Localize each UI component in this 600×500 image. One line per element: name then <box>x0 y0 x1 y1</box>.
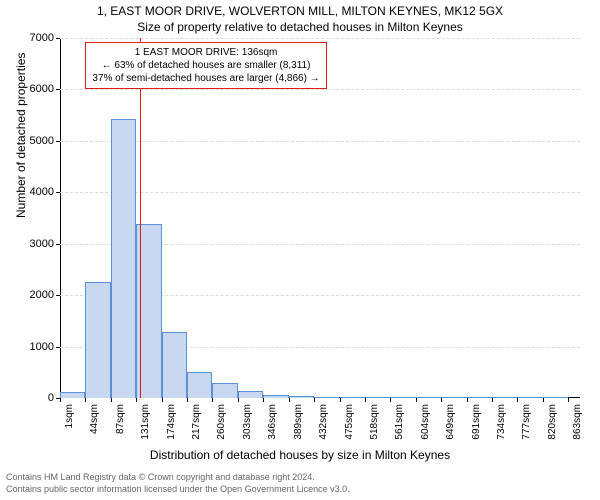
histogram-bar <box>187 372 212 398</box>
gridline <box>60 141 580 142</box>
x-tick-label: 346sqm <box>267 404 278 464</box>
x-tick-label: 863sqm <box>572 404 583 464</box>
x-tick-label: 604sqm <box>420 404 431 464</box>
x-tick <box>365 398 366 402</box>
x-tick <box>212 398 213 402</box>
histogram-bar <box>390 397 415 398</box>
histogram-bar <box>85 282 110 398</box>
gridline <box>60 38 580 39</box>
x-tick <box>60 398 61 402</box>
chart-container: 1, EAST MOOR DRIVE, WOLVERTON MILL, MILT… <box>0 0 600 500</box>
x-tick <box>416 398 417 402</box>
x-tick <box>111 398 112 402</box>
histogram-bar <box>60 392 85 398</box>
x-tick-label: 649sqm <box>445 404 456 464</box>
x-tick-label: 174sqm <box>166 404 177 464</box>
x-tick <box>340 398 341 402</box>
chart-title: Size of property relative to detached ho… <box>0 20 600 34</box>
legend-line-1: 1 EAST MOOR DRIVE: 136sqm <box>92 46 319 59</box>
histogram-bar <box>289 396 314 398</box>
histogram-bar <box>365 397 390 398</box>
y-tick <box>56 38 60 39</box>
y-tick-label: 7000 <box>0 32 54 44</box>
histogram-bar <box>162 332 187 398</box>
histogram-bar <box>238 391 263 398</box>
gridline <box>60 89 580 90</box>
histogram-bar <box>263 395 288 398</box>
property-marker-line <box>140 38 141 398</box>
x-tick-label: 820sqm <box>547 404 558 464</box>
histogram-bar <box>212 383 237 398</box>
x-tick <box>263 398 264 402</box>
histogram-bar <box>441 397 466 398</box>
plot-inner <box>60 38 580 398</box>
histogram-bar <box>340 397 365 398</box>
x-tick <box>314 398 315 402</box>
x-tick-label: 734sqm <box>496 404 507 464</box>
x-tick <box>187 398 188 402</box>
x-tick <box>492 398 493 402</box>
y-tick-label: 0 <box>0 392 54 404</box>
x-tick-label: 1sqm <box>64 404 75 464</box>
x-tick-label: 260sqm <box>216 404 227 464</box>
footer-line-1: Contains HM Land Registry data © Crown c… <box>6 472 315 483</box>
y-tick-label: 2000 <box>0 289 54 301</box>
histogram-bar <box>416 397 441 398</box>
y-tick <box>56 244 60 245</box>
legend-line-2: ← 63% of detached houses are smaller (8,… <box>92 59 319 72</box>
x-tick-label: 44sqm <box>89 404 100 464</box>
x-tick <box>543 398 544 402</box>
y-tick <box>56 89 60 90</box>
x-tick <box>85 398 86 402</box>
x-tick-label: 389sqm <box>293 404 304 464</box>
x-tick <box>162 398 163 402</box>
x-tick-label: 518sqm <box>369 404 380 464</box>
x-tick-label: 561sqm <box>394 404 405 464</box>
x-tick-label: 217sqm <box>191 404 202 464</box>
legend-line-3: 37% of semi-detached houses are larger (… <box>92 72 319 85</box>
x-tick-label: 87sqm <box>115 404 126 464</box>
y-tick <box>56 295 60 296</box>
histogram-bar <box>467 397 492 398</box>
y-tick <box>56 347 60 348</box>
x-tick <box>441 398 442 402</box>
y-tick-label: 3000 <box>0 238 54 250</box>
x-tick <box>517 398 518 402</box>
footer-line-2: Contains public sector information licen… <box>6 484 350 495</box>
gridline <box>60 192 580 193</box>
x-tick-label: 131sqm <box>140 404 151 464</box>
y-tick-label: 6000 <box>0 83 54 95</box>
x-tick-label: 691sqm <box>471 404 482 464</box>
x-tick <box>136 398 137 402</box>
x-tick-label: 432sqm <box>318 404 329 464</box>
histogram-bar <box>314 397 339 398</box>
histogram-bar <box>492 397 517 398</box>
y-tick-label: 1000 <box>0 341 54 353</box>
y-tick <box>56 141 60 142</box>
x-tick <box>568 398 569 402</box>
x-tick-label: 777sqm <box>521 404 532 464</box>
marker-legend: 1 EAST MOOR DRIVE: 136sqm ← 63% of detac… <box>85 42 326 89</box>
x-tick-label: 303sqm <box>242 404 253 464</box>
plot-area: 1 EAST MOOR DRIVE: 136sqm ← 63% of detac… <box>60 38 580 398</box>
y-axis-line <box>60 38 61 398</box>
y-tick-label: 5000 <box>0 135 54 147</box>
y-tick-label: 4000 <box>0 186 54 198</box>
histogram-bar <box>543 397 568 398</box>
chart-supertitle: 1, EAST MOOR DRIVE, WOLVERTON MILL, MILT… <box>0 4 600 18</box>
x-tick <box>289 398 290 402</box>
x-tick-label: 475sqm <box>344 404 355 464</box>
histogram-bar <box>517 397 542 398</box>
x-tick <box>390 398 391 402</box>
x-tick <box>238 398 239 402</box>
histogram-bar <box>111 119 136 398</box>
x-tick <box>467 398 468 402</box>
y-tick <box>56 192 60 193</box>
